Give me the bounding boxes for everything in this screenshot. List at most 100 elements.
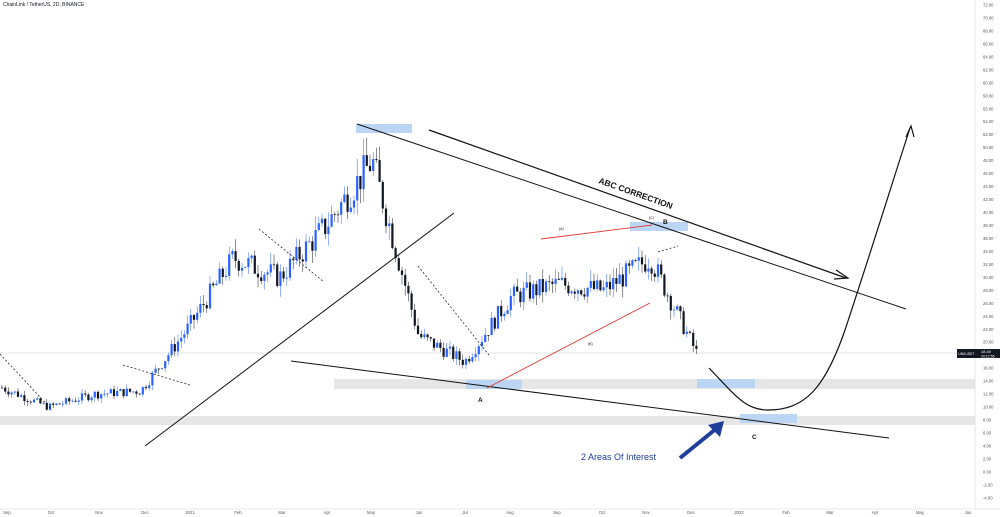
- candle-up: [656, 264, 660, 277]
- candle-down: [7, 391, 10, 395]
- candle-down: [410, 293, 413, 310]
- price-tick-label: 0.00: [983, 469, 992, 474]
- candle-up: [10, 392, 13, 395]
- blue-arrow-head: [708, 421, 724, 437]
- candle-down: [365, 155, 368, 166]
- candle-up: [269, 264, 272, 273]
- price-tick-label: 42.00: [983, 197, 994, 202]
- candle-up: [484, 335, 487, 342]
- candle-down: [628, 263, 631, 266]
- candle-up: [32, 399, 36, 403]
- candle-down: [359, 175, 362, 190]
- price-tick-label: 30.00: [983, 275, 994, 280]
- candle-down: [452, 346, 455, 359]
- candle-down: [487, 335, 490, 336]
- candle-down: [384, 208, 388, 227]
- price-tick-label: 68.00: [983, 28, 994, 33]
- candle-down: [653, 273, 656, 277]
- candle-down: [336, 214, 340, 216]
- lower-channel-line: [290, 360, 890, 439]
- candle-up: [100, 394, 103, 399]
- price-tick-label: 64.00: [983, 54, 994, 59]
- candle-up: [304, 241, 308, 262]
- candle-down: [221, 268, 224, 277]
- candle-down: [669, 295, 672, 311]
- candle-up: [477, 346, 480, 355]
- candle-down: [237, 260, 240, 271]
- time-tick-label: Jun: [965, 510, 972, 515]
- candle-down: [234, 251, 237, 261]
- candle-down: [599, 280, 602, 291]
- candle-down: [567, 285, 570, 294]
- candle-up: [103, 393, 106, 395]
- candle-up: [176, 341, 180, 352]
- candle-up: [55, 403, 58, 405]
- time-tick-label: Feb: [782, 510, 790, 515]
- candle-up: [554, 278, 557, 284]
- highlight-b: [630, 222, 688, 231]
- candle-up: [218, 268, 221, 284]
- time-tick-label: 2022: [734, 510, 744, 515]
- abc-correction-label: ABC CORRECTION: [597, 175, 674, 210]
- projection-arrow-head: [905, 124, 915, 138]
- candle-down: [621, 274, 624, 287]
- red-line-lower: [486, 302, 651, 389]
- candle-up: [208, 283, 212, 309]
- price-axis[interactable]: 72.00 70.00 68.00 66.00 64.00 62.00 60.00 58.00…: [983, 3, 994, 501]
- highlight-top: [356, 124, 412, 133]
- candle-up: [77, 400, 80, 402]
- candle-up: [605, 281, 608, 288]
- candle-up: [538, 278, 541, 296]
- candle-up: [356, 175, 359, 201]
- price-tick-label: 4.00: [983, 443, 992, 448]
- candle-up: [676, 306, 679, 310]
- candle-up: [448, 346, 452, 349]
- candle-down: [615, 278, 618, 284]
- sub-wave-a-label: (A): [559, 227, 564, 231]
- candle-up: [314, 230, 317, 251]
- candle-up: [141, 387, 144, 395]
- candle-up: [445, 348, 448, 357]
- candle-down: [458, 351, 461, 360]
- price-tick-label: 22.00: [983, 327, 994, 332]
- candle-up: [570, 291, 573, 294]
- candle-down: [192, 314, 196, 320]
- candle-up: [532, 284, 535, 299]
- candle-down: [378, 160, 381, 182]
- candle-down: [583, 294, 586, 297]
- candle-up: [116, 390, 119, 397]
- candle-up: [647, 268, 650, 272]
- price-tick-label: 38.00: [983, 223, 994, 228]
- current-price-countdown: 20:12:55: [981, 355, 995, 359]
- time-tick-label: Apr: [872, 510, 879, 515]
- candle-up: [125, 388, 128, 397]
- candle-up: [624, 263, 628, 287]
- abc-arrow-line: [428, 129, 847, 279]
- candle-down: [407, 285, 410, 294]
- time-axis[interactable]: Sep Oct Nov Dec 2021 Feb Mar Apr May Jun Jul Aug Sep…: [3, 510, 972, 515]
- symbol-header: ChainLink / TetherUS, 2D, BINANCE: [3, 2, 85, 8]
- candle-down: [212, 283, 215, 286]
- candle-up: [544, 281, 548, 293]
- time-tick-label: Jul: [462, 510, 467, 515]
- candle-down: [695, 345, 698, 349]
- candle-down: [394, 248, 397, 259]
- candle-down: [442, 347, 445, 357]
- candle-up: [612, 278, 615, 290]
- time-tick-label: Apr: [324, 510, 331, 515]
- candle-down: [535, 284, 538, 296]
- candle-down: [573, 291, 576, 294]
- time-tick-label: May: [916, 510, 925, 515]
- candle-down: [493, 317, 496, 329]
- time-tick-label: Jun: [416, 510, 423, 515]
- candle-down: [324, 218, 327, 234]
- price-tick-label: 10.00: [983, 405, 994, 410]
- candle-down: [679, 306, 682, 312]
- wave-a-label: A: [478, 397, 483, 404]
- candle-down: [640, 257, 644, 265]
- candle-up: [618, 274, 621, 284]
- time-tick-label: Oct: [599, 510, 606, 515]
- candle-up: [186, 323, 189, 335]
- current-price-symbol: LINKUSDT: [958, 352, 974, 356]
